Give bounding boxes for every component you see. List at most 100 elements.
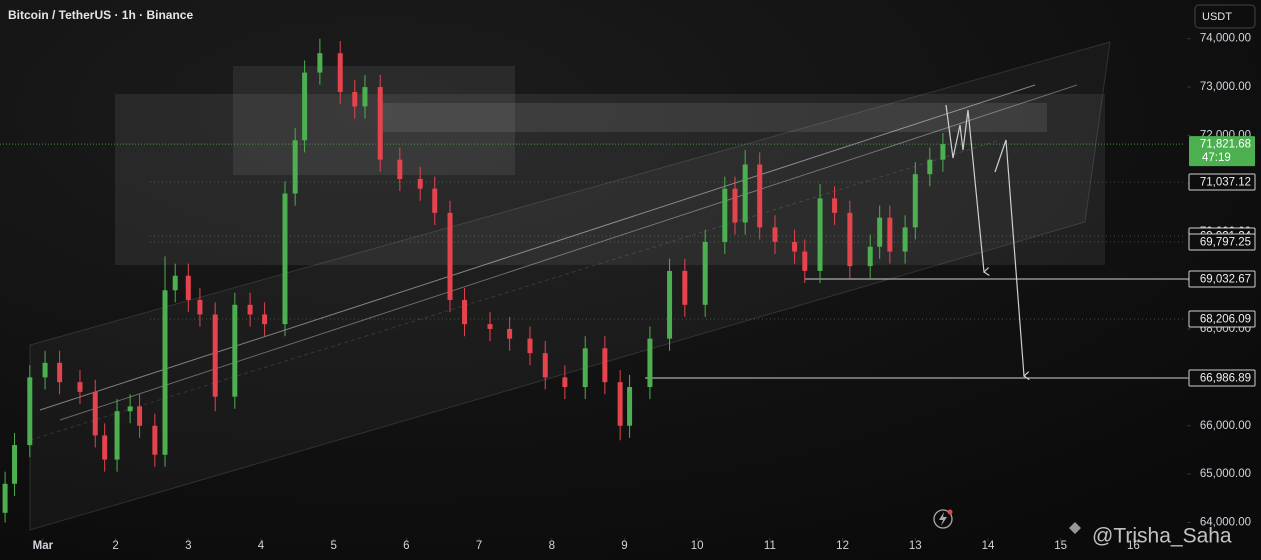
- candle-body: [114, 411, 120, 460]
- candle-body: [562, 377, 568, 388]
- candle-body: [722, 188, 728, 242]
- x-tick-label: 8: [549, 540, 555, 552]
- candle-body: [462, 299, 468, 325]
- candle-body: [377, 87, 383, 160]
- candle-body: [12, 445, 18, 484]
- y-tick-label: 64,000.00: [1200, 517, 1251, 529]
- candle-body: [912, 174, 918, 228]
- trend-line: [39, 84, 1036, 411]
- candle-body: [507, 328, 513, 339]
- x-tick-label: 6: [403, 540, 409, 552]
- candle-body: [185, 275, 191, 300]
- price-label: 69,797.25: [1200, 237, 1251, 249]
- zone: [233, 66, 515, 175]
- zone: [115, 94, 1105, 265]
- candle-body: [732, 188, 738, 223]
- price-label-box: [1188, 270, 1256, 288]
- x-tick-label: 5: [330, 540, 336, 552]
- candle-body: [127, 406, 133, 412]
- x-tick-label: 4: [258, 540, 265, 552]
- candle-body: [940, 144, 946, 160]
- price-label: 69,032.67: [1200, 274, 1251, 286]
- candle-body: [627, 387, 633, 426]
- candle-body: [57, 362, 63, 383]
- candle-body: [817, 198, 823, 271]
- candle-body: [927, 159, 933, 175]
- replay-icon[interactable]: [933, 509, 953, 529]
- candle-body: [667, 270, 673, 339]
- candle-body: [867, 246, 873, 267]
- last-price-box: [1189, 136, 1255, 167]
- candle-body: [802, 251, 808, 271]
- candle-body: [702, 241, 708, 305]
- trend-line: [59, 84, 1078, 421]
- candle-body: [682, 270, 688, 305]
- x-tick-label: 14: [982, 540, 995, 552]
- x-tick-label: 2: [112, 540, 118, 552]
- candle-body: [757, 164, 763, 228]
- drawings: [29, 41, 1111, 531]
- candle-body: [742, 164, 748, 223]
- candle-body: [352, 91, 358, 107]
- candle-body: [42, 362, 48, 378]
- candle-body: [877, 217, 883, 247]
- candle-body: [282, 193, 288, 325]
- x-tick-label: 16: [1127, 540, 1140, 552]
- y-tick-label: 66,000.00: [1200, 420, 1251, 432]
- price-label-box: [1188, 369, 1256, 387]
- candle-body: [197, 299, 203, 315]
- candle-body: [212, 314, 218, 397]
- candle-body: [602, 348, 608, 383]
- candle-body: [527, 338, 533, 354]
- candle-body: [902, 227, 908, 252]
- price-label: 71,037.12: [1200, 177, 1251, 189]
- candle-body: [2, 483, 8, 513]
- x-tick-label: Mar: [33, 540, 54, 552]
- x-tick-label: 13: [909, 540, 922, 552]
- zone: [380, 103, 1047, 132]
- candle-body: [162, 290, 168, 455]
- candle-body: [247, 304, 253, 315]
- price-label-box: [1188, 233, 1256, 251]
- x-tick-label: 10: [691, 540, 704, 552]
- y-tick-label: 73,000.00: [1200, 81, 1251, 93]
- candle-body: [362, 87, 368, 107]
- channel: [29, 41, 1111, 531]
- projection-arrow: [945, 104, 990, 276]
- currency-label[interactable]: USDT: [1202, 11, 1232, 23]
- candle-body: [772, 227, 778, 242]
- candle-body: [102, 435, 108, 460]
- candle-body: [137, 406, 143, 426]
- candle-body: [542, 353, 548, 378]
- candle-body: [432, 188, 438, 213]
- last-price-label: 71,821.68: [1200, 139, 1251, 151]
- watermark: @Trisha_Saha: [1092, 525, 1232, 548]
- price-label-box: [1188, 173, 1256, 191]
- chart-title: Bitcoin / TetherUS · 1h · Binance: [8, 8, 193, 22]
- price-lines: [0, 143, 1189, 379]
- candles: [2, 38, 946, 523]
- projection-arrows: [945, 104, 1030, 381]
- candle-body: [262, 314, 268, 325]
- candle-body: [27, 377, 33, 446]
- y-tick-label: 65,000.00: [1200, 468, 1251, 480]
- x-tick-label: 11: [764, 540, 776, 552]
- candle-body: [582, 348, 588, 388]
- candle-body: [317, 53, 323, 73]
- candle-body: [617, 382, 623, 426]
- candle-body: [447, 212, 453, 300]
- currency-button[interactable]: [1194, 4, 1256, 29]
- candle-body: [77, 382, 83, 392]
- watermark-logo: [1069, 522, 1081, 534]
- price-label: 66,986.89: [1200, 373, 1251, 385]
- x-tick-label: 12: [836, 540, 849, 552]
- candle-body: [302, 72, 308, 141]
- x-tick-label: 9: [621, 540, 627, 552]
- candle-body: [792, 241, 798, 252]
- candle-body: [487, 324, 493, 329]
- candle-body: [647, 338, 653, 388]
- x-tick-label: 7: [476, 540, 482, 552]
